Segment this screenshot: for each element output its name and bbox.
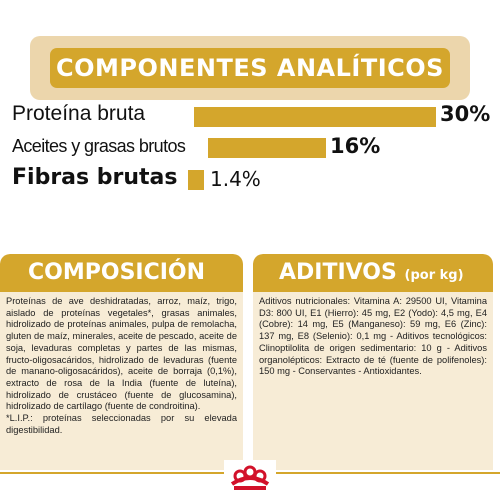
composicion-header: COMPOSICIÓN	[0, 254, 243, 292]
composicion-text: Proteínas de ave deshidratadas, arroz, m…	[6, 296, 237, 435]
aditivos-header: ADITIVOS (por kg)	[253, 254, 493, 292]
analytics-bar	[208, 138, 326, 158]
analytics-row-fiber: Fibras brutas 1.4%	[12, 165, 500, 195]
analytics-label: Proteína bruta	[12, 102, 146, 125]
analytics-row-fat: Aceites y grasas brutos 16%	[12, 134, 500, 164]
analytics-value: 16%	[330, 134, 381, 158]
royal-canin-crown-logo	[224, 460, 276, 496]
crown-logo-icon	[230, 465, 270, 490]
header-pill: COMPONENTES ANALÍTICOS	[50, 48, 450, 88]
analytics-value: 30%	[440, 102, 491, 126]
analytics-value: 1.4%	[210, 167, 261, 191]
analytics-bar	[194, 107, 436, 127]
composicion-card: COMPOSICIÓN Proteínas de ave deshidratad…	[0, 254, 243, 470]
analytics-bar	[188, 170, 204, 190]
aditivos-title: ADITIVOS (por kg)	[279, 260, 464, 285]
header-title: COMPONENTES ANALÍTICOS	[56, 54, 444, 82]
analytics-row-protein: Proteína bruta 30%	[12, 101, 500, 131]
aditivos-card: ADITIVOS (por kg) Aditivos nutricionales…	[253, 254, 493, 470]
aditivos-title-text: ADITIVOS	[279, 260, 397, 285]
composicion-title: COMPOSICIÓN	[28, 260, 206, 285]
analytics-label: Fibras brutas	[12, 165, 178, 190]
aditivos-unit: (por kg)	[404, 268, 464, 283]
aditivos-text: Aditivos nutricionales: Vitamina A: 2950…	[259, 296, 487, 377]
analytics-label: Aceites y grasas brutos	[12, 136, 186, 156]
